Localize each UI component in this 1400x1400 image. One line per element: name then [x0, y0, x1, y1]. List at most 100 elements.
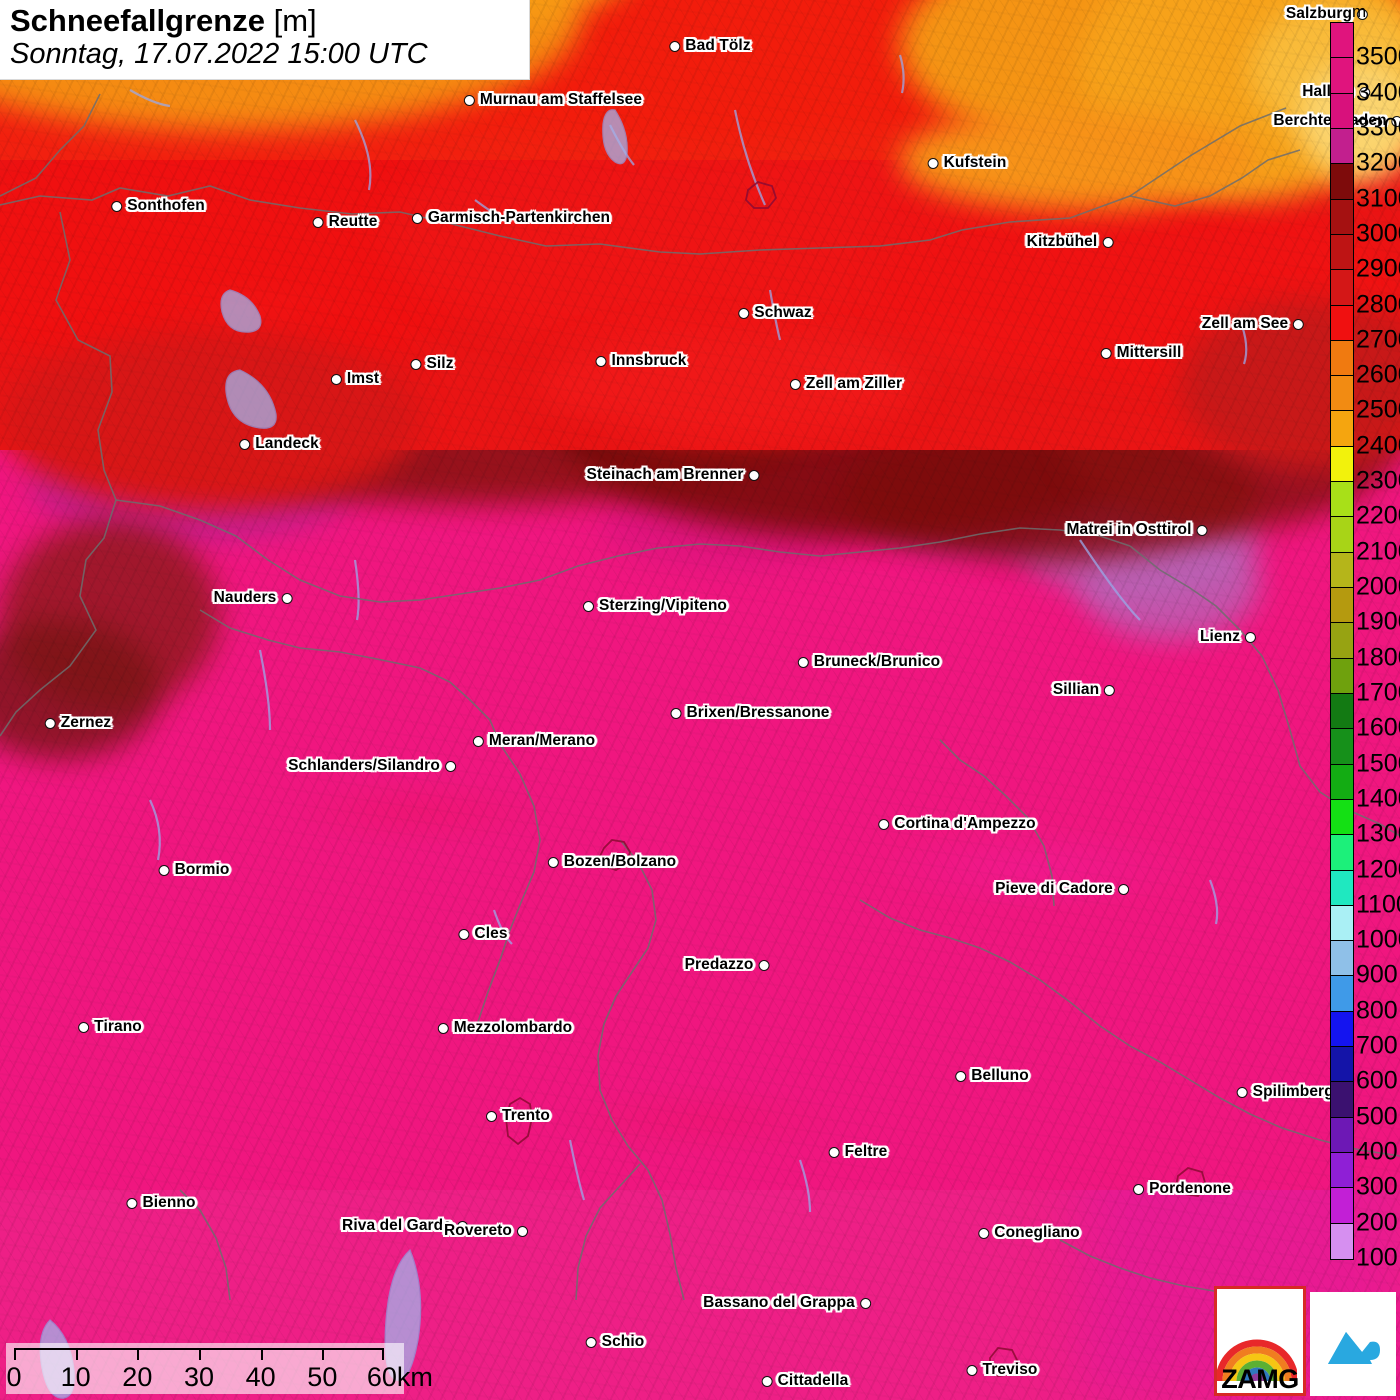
legend-swatch	[1331, 128, 1353, 165]
scale-tick-label: 0	[6, 1362, 22, 1392]
zamg-wordmark: ZAMG	[1221, 1364, 1299, 1394]
scale-tick-label: 20	[122, 1362, 153, 1392]
mountain-cloud-icon	[1328, 1332, 1380, 1364]
legend-tick-label: 2700	[1356, 325, 1400, 354]
legend-swatch	[1331, 23, 1353, 59]
legend-swatch	[1331, 623, 1353, 659]
legend-swatch	[1331, 93, 1353, 129]
parameter-unit: [m]	[273, 3, 317, 38]
scale-tick	[137, 1348, 140, 1360]
legend-tick-label: 1700	[1356, 678, 1400, 707]
legend-swatch	[1331, 905, 1353, 942]
legend-tick-label: 2100	[1356, 537, 1400, 566]
scale-tick-label: 10	[60, 1362, 91, 1392]
legend-swatch	[1331, 1047, 1353, 1083]
scale-bar-ticks	[14, 1348, 384, 1362]
scale-tick	[14, 1348, 16, 1360]
legend-swatch	[1331, 270, 1353, 306]
scale-tick-label: 30	[183, 1362, 215, 1392]
scale-tick	[199, 1348, 201, 1360]
legend-swatch	[1331, 870, 1353, 906]
zamg-logo: ZAMG	[1214, 1286, 1306, 1396]
map-colour-band	[1180, 300, 1400, 470]
legend-swatch	[1331, 234, 1353, 271]
scale-tick	[382, 1348, 384, 1360]
legend-swatch	[1331, 376, 1353, 412]
legend-tick-label: 1300	[1356, 819, 1400, 848]
page-title: Schneefallgrenze [m]	[10, 3, 515, 39]
legend-swatch	[1331, 693, 1353, 730]
legend-tick-label: 1600	[1356, 713, 1400, 742]
legend-swatch	[1331, 1153, 1353, 1189]
colour-legend: m 3500 3400 3300 3200 3100 3000 2900 2800 2700 26…	[1324, 0, 1400, 1400]
legend-tick-label: 2800	[1356, 290, 1400, 318]
legend-swatch	[1331, 941, 1353, 977]
legend-tick-label: 300	[1356, 1172, 1398, 1201]
scale-tick	[322, 1348, 325, 1360]
scale-bar-labels: 0 10 20 30 40 50 60km	[6, 1362, 432, 1392]
scale-tick	[260, 1348, 263, 1360]
legend-tick-label: 2600	[1356, 360, 1400, 389]
map-colour-band	[540, 330, 920, 440]
legend-swatch	[1331, 199, 1353, 235]
scale-tick	[75, 1348, 78, 1360]
legend-tick-label: 1400	[1356, 784, 1400, 813]
legend-swatch	[1331, 764, 1353, 800]
legend-swatch	[1331, 1011, 1353, 1048]
legend-swatch	[1331, 305, 1353, 341]
scale-bar: 0 10 20 30 40 50 60km	[6, 1343, 433, 1394]
legend-swatch	[1331, 164, 1353, 200]
legend-swatch	[1331, 658, 1353, 694]
valid-datetime: Sonntag, 17.07.2022 15:00 UTC	[10, 37, 428, 70]
parameter-name: Schneefallgrenze	[10, 3, 265, 38]
legend-colour-bar	[1330, 22, 1354, 1260]
logo-group: ZAMG	[1214, 1286, 1396, 1396]
legend-tick-label: 2000	[1356, 572, 1400, 601]
legend-swatch	[1331, 835, 1353, 871]
legend-tick-label: 1800	[1356, 643, 1400, 672]
legend-tick-label: 3300	[1356, 113, 1400, 142]
legend-swatch	[1331, 482, 1353, 518]
legend-tick-label: 3200	[1356, 148, 1400, 177]
legend-tick-label: 2200	[1356, 501, 1400, 530]
legend-tick-label: 900	[1356, 960, 1398, 989]
legend-tick-label: 3400	[1356, 78, 1400, 107]
legend-tick-label: 1200	[1356, 855, 1400, 884]
legend-swatch	[1331, 1082, 1353, 1118]
scale-tick-label: 60km	[366, 1362, 433, 1392]
legend-tick-label: 1000	[1356, 925, 1400, 954]
scale-tick-label: 50	[307, 1362, 338, 1392]
legend-tick-label: 2500	[1356, 395, 1400, 424]
legend-tick-label: 2400	[1356, 431, 1400, 460]
legend-tick-label: 3000	[1356, 219, 1400, 248]
legend-swatch	[1331, 58, 1353, 94]
legend-tick-label: 500	[1356, 1102, 1398, 1131]
legend-swatch	[1331, 1117, 1353, 1153]
legend-tick-label: 2900	[1356, 254, 1400, 283]
rainbow-icon	[1217, 1339, 1297, 1381]
legend-swatch	[1331, 411, 1353, 447]
legend-swatch	[1331, 729, 1353, 765]
legend-unit-label: m	[1352, 2, 1367, 21]
legend-tick-label: 800	[1356, 996, 1398, 1025]
legend-tick-label: 600	[1356, 1066, 1398, 1095]
legend-tick-label: 100	[1356, 1243, 1398, 1272]
legend-tick-label: 200	[1356, 1208, 1398, 1237]
legend-swatch	[1331, 1188, 1353, 1224]
legend-tick-label: 3100	[1356, 184, 1400, 213]
legend-tick-label: 1500	[1356, 749, 1400, 778]
legend-swatch	[1331, 588, 1353, 624]
legend-tick-label: 1100	[1356, 890, 1400, 919]
scale-tick-label: 40	[245, 1362, 276, 1392]
legend-swatch	[1331, 446, 1353, 483]
legend-swatch	[1331, 517, 1353, 553]
title-box: Schneefallgrenze [m] Sonntag, 17.07.2022…	[0, 0, 530, 81]
legend-swatch	[1331, 799, 1353, 836]
legend-tick-label: 700	[1356, 1031, 1398, 1060]
legend-swatch	[1331, 340, 1353, 377]
geosphere-logo	[1310, 1292, 1396, 1396]
legend-tick-label: 400	[1356, 1137, 1398, 1166]
